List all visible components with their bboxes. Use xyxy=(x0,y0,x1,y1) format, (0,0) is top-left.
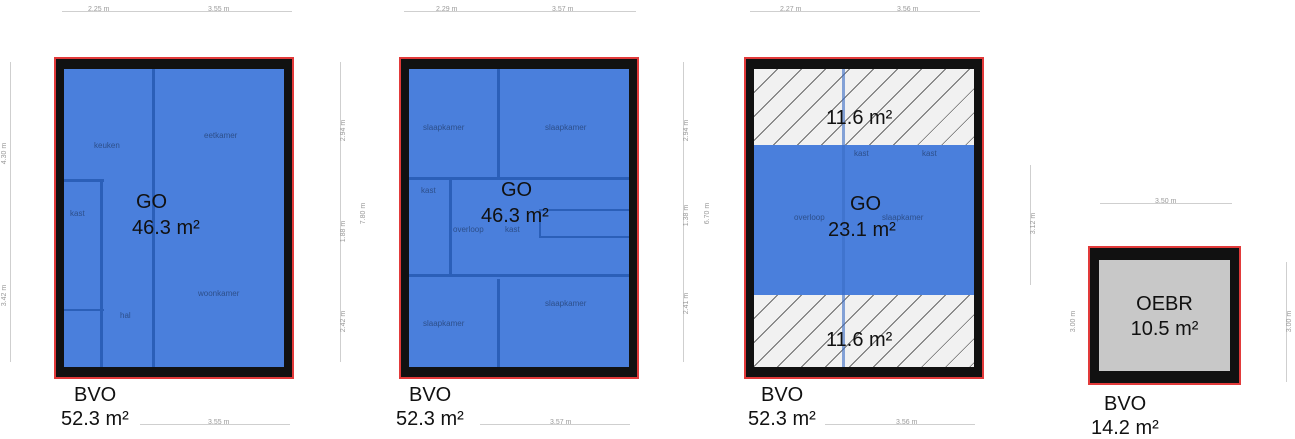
room-label-overloop: overloop xyxy=(794,213,825,222)
dimension-label: 3.56 m xyxy=(897,6,919,13)
go-area-fill xyxy=(754,145,974,295)
dimension-label: 2.41 m xyxy=(683,292,691,315)
dimension-label: 3.55 m xyxy=(208,6,230,13)
dimension-label: 1.88 m xyxy=(340,220,348,243)
dimension-label: 2.27 m xyxy=(780,6,802,13)
bottom-dimension-line xyxy=(140,424,290,425)
room-label-kast: kast xyxy=(421,186,436,195)
top-dimension-line-2 xyxy=(404,11,636,12)
floor-plan-ground-floor: keuken eetkamer kast woonkamer hal GO 46… xyxy=(54,57,294,379)
room-label-keuken: keuken xyxy=(94,141,120,150)
interior-wall xyxy=(409,177,629,180)
interior-wall xyxy=(64,309,104,311)
bottom-dimension-line xyxy=(480,424,630,425)
bvo-label: BVO xyxy=(1104,393,1147,415)
go-area-value: 23.1 m² xyxy=(828,219,896,241)
bvo-label: BVO xyxy=(761,384,804,406)
interior-wall xyxy=(497,69,500,179)
go-label: GO xyxy=(501,179,533,201)
top-dimension-line-4 xyxy=(1100,203,1232,204)
room-label-slaapkamer: slaapkamer xyxy=(423,319,465,328)
interior-wall xyxy=(409,274,629,277)
floor-plan-oebr: OEBR 10.5 m² xyxy=(1088,246,1241,385)
room-label-slaapkamer: slaapkamer xyxy=(423,123,465,132)
bvo-area-value: 52.3 m² xyxy=(61,408,129,430)
dimension-label: 3.00 m xyxy=(1286,310,1294,333)
room-label-eetkamer: eetkamer xyxy=(204,131,238,140)
low-height-area-top xyxy=(754,69,974,145)
dimension-label: 7.80 m xyxy=(360,202,368,225)
bvo-area-value: 52.3 m² xyxy=(748,408,816,430)
hatched-area-top-value: 11.6 m² xyxy=(826,107,893,129)
go-area-value: 46.3 m² xyxy=(481,205,549,227)
go-area-fill xyxy=(409,69,629,367)
go-label: GO xyxy=(136,191,168,213)
interior-wall xyxy=(64,179,104,182)
room-label-slaapkamer: slaapkamer xyxy=(545,123,587,132)
room-label-woonkamer: woonkamer xyxy=(198,289,240,298)
dimension-label: 3.56 m xyxy=(896,419,918,426)
dimension-label: 3.57 m xyxy=(550,419,572,426)
left-dimension-line xyxy=(10,62,11,362)
dimension-label: 4.30 m xyxy=(1,142,9,165)
go-area-value: 46.3 m² xyxy=(132,217,200,239)
interior-wall xyxy=(842,69,845,367)
interior-wall xyxy=(449,177,452,277)
hatched-area-bottom-value: 11.6 m² xyxy=(826,329,893,351)
dimension-label: 2.29 m xyxy=(436,6,458,13)
right-dimension-line xyxy=(683,62,684,362)
interior-wall xyxy=(152,69,155,367)
bathroom-outline xyxy=(539,209,629,238)
bvo-label: BVO xyxy=(409,384,452,406)
room-label-kast: kast xyxy=(854,149,869,158)
left-dimension-line xyxy=(1030,165,1031,285)
floor-plan-attic: kast kast overloop slaapkamer 11.6 m² GO… xyxy=(744,57,984,379)
room-label-slaapkamer: slaapkamer xyxy=(545,299,587,308)
oebr-area-value: 10.5 m² xyxy=(1130,318,1199,340)
top-dimension-line-3 xyxy=(750,11,980,12)
right-dimension-line xyxy=(1286,262,1287,382)
room-label-kast: kast xyxy=(922,149,937,158)
dimension-label: 2.94 m xyxy=(340,119,348,142)
right-dimension-line xyxy=(340,62,341,362)
oebr-area-fill xyxy=(1099,260,1230,371)
bottom-dimension-line xyxy=(825,424,975,425)
bvo-area-value: 14.2 m² xyxy=(1091,417,1159,439)
dimension-label: 3.55 m xyxy=(208,419,230,426)
room-label-kast: kast xyxy=(505,225,520,234)
floor-plan-first-floor: slaapkamer slaapkamer kast overloop kast… xyxy=(399,57,639,379)
dimension-label: 3.12 m xyxy=(1030,212,1038,235)
top-dimension-line-1 xyxy=(62,11,292,12)
room-label-hal: hal xyxy=(120,311,131,320)
bvo-area-value: 52.3 m² xyxy=(396,408,464,430)
room-label-kast: kast xyxy=(70,209,85,218)
dimension-label: 3.50 m xyxy=(1155,198,1177,205)
dimension-label: 2.94 m xyxy=(683,119,691,142)
dimension-label: 3.42 m xyxy=(1,284,9,307)
room-label-slaapkamer: slaapkamer xyxy=(882,213,924,222)
low-height-area-bottom xyxy=(754,295,974,367)
interior-wall xyxy=(100,179,103,367)
oebr-label: OEBR xyxy=(1136,293,1193,315)
dimension-label: 2.25 m xyxy=(88,6,110,13)
bvo-label: BVO xyxy=(74,384,117,406)
dimension-label: 6.70 m xyxy=(704,202,712,225)
go-label: GO xyxy=(850,193,882,215)
dimension-label: 3.00 m xyxy=(1070,310,1078,333)
dimension-label: 2.42 m xyxy=(340,310,348,333)
dimension-label: 1.38 m xyxy=(683,204,691,227)
dimension-label: 3.57 m xyxy=(552,6,574,13)
interior-wall xyxy=(497,279,500,367)
room-label-overloop: overloop xyxy=(453,225,484,234)
